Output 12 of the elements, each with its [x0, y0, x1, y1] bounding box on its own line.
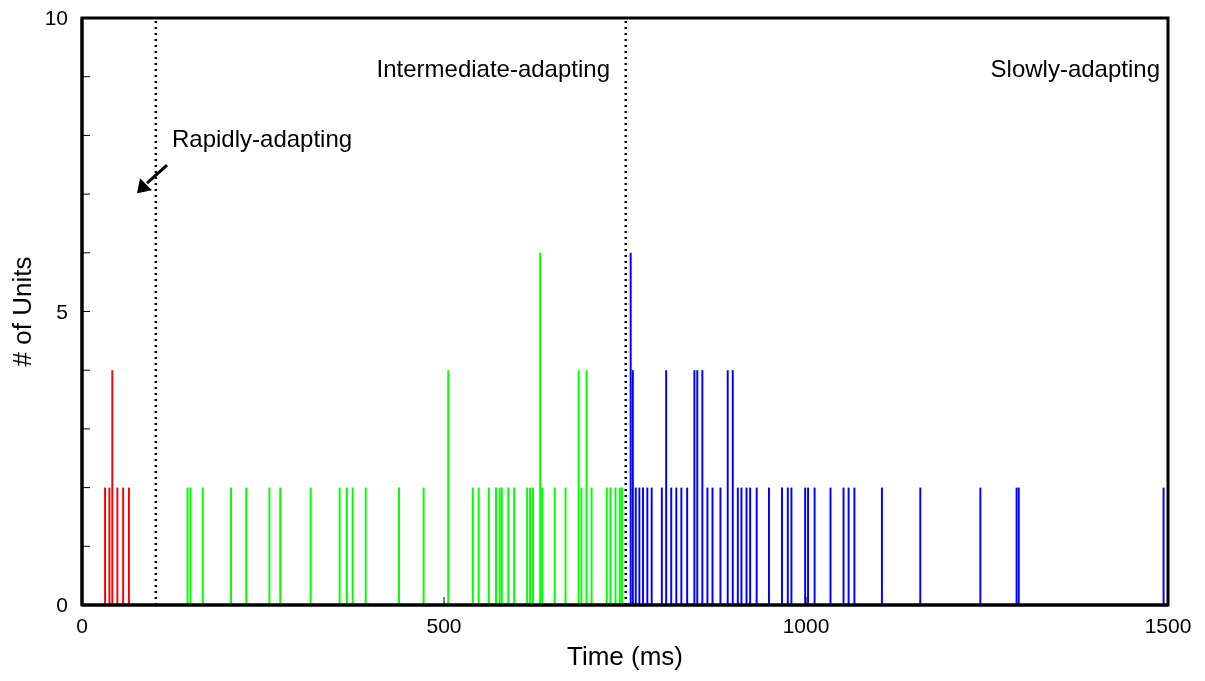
x-tick-label: 500	[426, 614, 462, 637]
y-axis-title: # of Units	[7, 256, 38, 367]
y-tick-label: 5	[56, 299, 68, 323]
annotation: Slowly-adapting	[990, 54, 1160, 82]
y-tick-label: 10	[44, 6, 68, 30]
x-tick-label: 1000	[782, 614, 830, 637]
x-axis-title: Time (ms)	[566, 641, 684, 671]
x-tick-label: 0	[76, 614, 88, 637]
annotation: Intermediate-adapting	[376, 54, 610, 82]
x-tick-label: 1500	[1144, 614, 1192, 637]
annotation: Rapidly-adapting	[172, 125, 353, 153]
y-tick-label: 0	[56, 593, 68, 617]
